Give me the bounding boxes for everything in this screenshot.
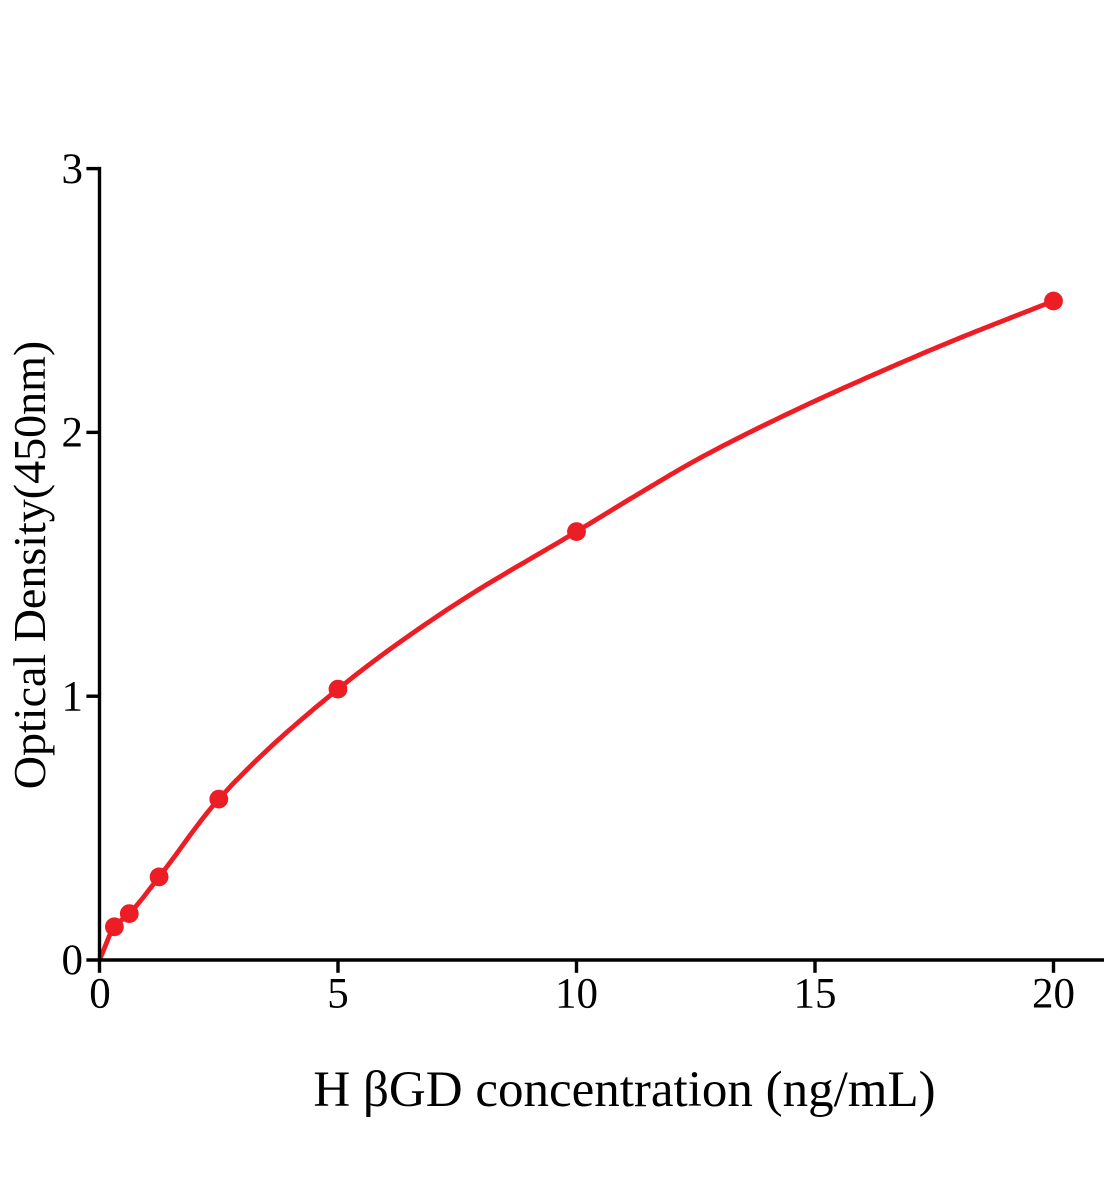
svg-text:0: 0: [89, 971, 111, 1018]
svg-text:3: 3: [62, 146, 84, 193]
svg-text:2: 2: [62, 410, 84, 457]
svg-text:10: 10: [555, 971, 598, 1018]
svg-text:H βGD concentration (ng/mL): H βGD concentration (ng/mL): [313, 1062, 935, 1118]
svg-text:5: 5: [327, 971, 349, 1018]
svg-text:0: 0: [62, 937, 84, 984]
svg-text:Optical Density(450nm): Optical Density(450nm): [4, 341, 55, 789]
svg-text:1: 1: [62, 673, 84, 720]
svg-text:20: 20: [1032, 971, 1075, 1018]
svg-text:15: 15: [794, 971, 837, 1018]
